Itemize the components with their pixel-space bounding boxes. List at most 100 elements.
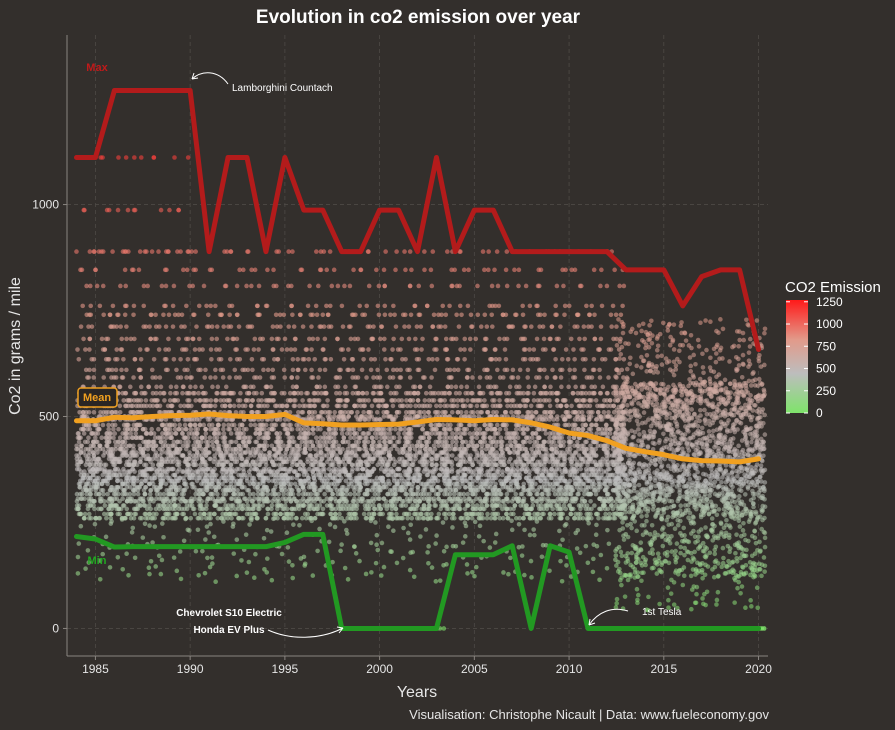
scatter-point: [103, 462, 109, 468]
scatter-point: [383, 403, 389, 409]
scatter-point: [236, 324, 242, 329]
scatter-point: [145, 446, 151, 452]
scatter-point: [438, 324, 444, 329]
scatter-point: [228, 496, 234, 502]
scatter-point: [399, 336, 405, 342]
scatter-point: [87, 367, 92, 373]
scatter-point: [166, 487, 172, 493]
scatter-point: [197, 347, 202, 352]
scatter-point: [378, 487, 383, 493]
scatter-point: [97, 446, 103, 452]
scatter-point: [341, 426, 346, 432]
scatter-point: [256, 347, 261, 352]
scatter-point: [103, 534, 109, 540]
scatter-point: [159, 462, 164, 468]
scatter-point: [300, 324, 306, 329]
scatter-point: [205, 555, 210, 561]
scatter-point: [112, 422, 118, 428]
scatter-point: [297, 522, 302, 528]
scatter-point: [442, 491, 447, 497]
scatter-point: [342, 462, 348, 468]
scatter-point: [290, 562, 295, 568]
scatter-point: [379, 398, 385, 403]
scatter-point: [450, 431, 455, 436]
scatter-point: [368, 367, 374, 373]
scatter-point: [199, 506, 205, 512]
scatter-point: [459, 384, 464, 390]
scatter-point: [470, 462, 475, 468]
scatter-point: [274, 498, 280, 504]
scatter-point: [335, 398, 341, 403]
scatter-point: [447, 367, 453, 373]
scatter-point: [296, 491, 301, 497]
scatter-point: [265, 267, 270, 273]
scatter-point: [97, 303, 103, 309]
scatter-point: [185, 403, 190, 409]
scatter-point: [350, 367, 356, 373]
scatter-point: [396, 431, 401, 436]
scatter-point: [137, 472, 143, 478]
scatter-point: [167, 426, 173, 432]
scatter-point: [141, 487, 147, 493]
scatter-point: [148, 558, 154, 564]
scatter-point: [231, 336, 236, 342]
scatter-point: [434, 403, 439, 409]
scatter-point: [256, 283, 262, 289]
scatter-point: [190, 283, 196, 289]
scatter-point: [163, 367, 169, 373]
scatter-point: [145, 283, 151, 289]
scatter-point: [97, 498, 103, 504]
scatter-point: [335, 384, 341, 390]
scatter-point: [252, 375, 257, 380]
scatter-point: [85, 426, 90, 432]
scatter-point: [158, 484, 163, 490]
scatter-point: [334, 403, 340, 409]
scatter-point: [320, 312, 326, 318]
scatter-point: [385, 491, 390, 497]
scatter-point: [148, 487, 153, 493]
scatter-point: [278, 324, 283, 329]
scatter-point: [95, 431, 101, 436]
scatter-point: [164, 422, 170, 428]
scatter-point: [426, 356, 432, 362]
scatter-point: [357, 558, 362, 564]
scatter-point: [314, 491, 319, 497]
scatter-point: [122, 312, 128, 318]
scatter-point: [306, 403, 311, 409]
scatter-point: [292, 336, 298, 342]
scatter-point: [393, 491, 398, 497]
scatter-point: [437, 422, 442, 428]
scatter-point: [447, 303, 452, 309]
scatter-point: [263, 422, 269, 428]
scatter-point: [209, 324, 215, 329]
scatter-point: [116, 439, 122, 445]
scatter-point: [175, 417, 181, 422]
scatter-point: [399, 398, 404, 403]
scatter-point: [397, 435, 402, 440]
scatter-point: [274, 403, 279, 409]
scatter-point: [157, 409, 162, 415]
scatter-point: [227, 303, 232, 309]
scatter-point: [255, 491, 261, 497]
scatter-point: [339, 431, 345, 436]
scatter-point: [138, 356, 144, 362]
scatter-point: [234, 431, 240, 436]
scatter-point: [321, 484, 326, 490]
scatter-point: [157, 491, 163, 497]
scatter-point: [196, 367, 201, 373]
scatter-point: [244, 283, 249, 289]
scatter-point: [339, 542, 344, 547]
scatter-point: [350, 375, 355, 380]
scatter-point: [286, 435, 292, 440]
scatter-point: [469, 324, 474, 329]
scatter-point: [228, 431, 234, 436]
scatter-point: [226, 511, 232, 517]
scatter-point: [217, 431, 222, 436]
scatter-point: [341, 498, 346, 504]
scatter-point: [450, 498, 455, 504]
scatter-point: [113, 375, 119, 380]
scatter-point: [382, 312, 388, 318]
scatter-point: [426, 435, 432, 440]
scatter-point: [117, 435, 123, 440]
scatter-point: [108, 487, 113, 493]
